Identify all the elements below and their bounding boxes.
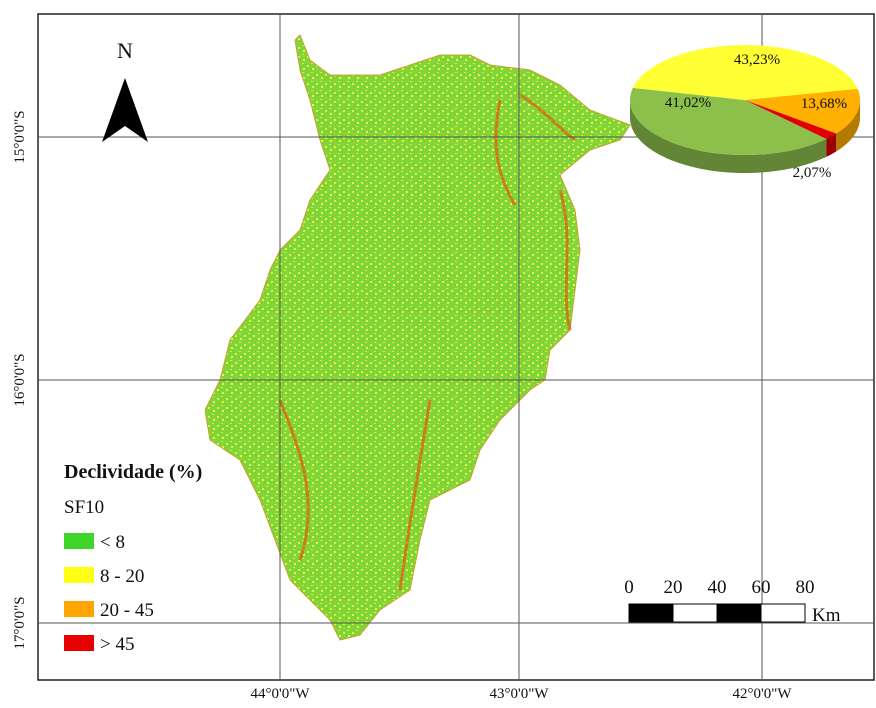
legend-label: < 8 [100,532,125,553]
map: N 15°0'0"S 16°0'0"S 17°0'0"S 44°0'0"W 43… [0,0,876,703]
legend-swatch [64,567,94,583]
scale-label: 0 [624,577,634,598]
scale-label: 80 [796,577,815,598]
legend-swatch [64,635,94,651]
scale-segment [673,604,717,622]
legend-swatch [64,533,94,549]
pie-label: 43,23% [734,52,780,68]
pie-label: 2,07% [793,165,832,181]
legend-label: 20 - 45 [100,600,154,621]
legend-label: > 45 [100,634,134,655]
pie-label: 41,02% [665,95,711,111]
scale-segment [717,604,761,622]
scale-label: 20 [664,577,683,598]
scale-segment [761,604,805,622]
scale-label: 40 [708,577,727,598]
pie-label: 13,68% [801,96,847,112]
legend-swatch [64,601,94,617]
scale-unit: Km [812,605,841,626]
north-label: N [117,38,133,63]
scale-segment [629,604,673,622]
scale-label: 60 [752,577,771,598]
lon-label: 43°0'0"W [490,686,550,702]
legend-label: 8 - 20 [100,566,144,587]
legend-subtitle: SF10 [64,497,104,518]
lat-label: 17°0'0"S [12,596,28,649]
legend-title: Declividade (%) [64,461,202,483]
lat-label: 15°0'0"S [12,110,28,163]
lat-label: 16°0'0"S [12,353,28,406]
lon-label: 44°0'0"W [251,686,311,702]
lon-label: 42°0'0"W [733,686,793,702]
